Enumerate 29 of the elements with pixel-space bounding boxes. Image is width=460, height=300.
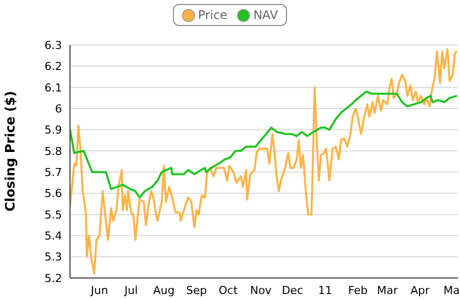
legend-label: Price (197, 8, 228, 22)
x-tick-label: Ma (444, 284, 460, 297)
y-tick-label: 5.4 (44, 230, 62, 243)
y-tick-label: 6.2 (44, 60, 62, 74)
x-tick-label: Aug (153, 284, 175, 297)
y-tick-label: 5.8 (44, 144, 62, 158)
y-tick-label: 5.3 (44, 250, 62, 264)
x-tick-label: Nov (250, 284, 272, 297)
y-tick-label: 6.1 (44, 81, 62, 94)
legend-label: NAV (252, 8, 278, 22)
y-axis-title: Closing Price ($) (4, 90, 19, 212)
y-tick-label: 5.9 (44, 124, 62, 137)
line-series (70, 48, 458, 275)
y-tick-label: 5.2 (44, 272, 62, 285)
y-tick-label: 5.7 (44, 166, 62, 179)
x-tick-label: Jun (90, 284, 108, 297)
y-tick-label: 6 (55, 102, 62, 116)
x-tick-label: Feb (348, 284, 368, 297)
x-tick-label: Sep (186, 284, 207, 297)
x-tick-label: Jul (124, 284, 138, 297)
x-tick-label: Apr (410, 284, 430, 297)
x-tick-label: Mar (376, 284, 398, 297)
x-tick-label: Oct (218, 284, 238, 297)
y-tick-label: 5.5 (44, 208, 62, 222)
x-tick-label: 11 (318, 284, 332, 297)
line-series (70, 90, 458, 199)
y-tick-label: 5.6 (44, 187, 62, 200)
x-tick-label: Dec (282, 284, 304, 297)
y-tick-label: 6.3 (44, 38, 62, 52)
